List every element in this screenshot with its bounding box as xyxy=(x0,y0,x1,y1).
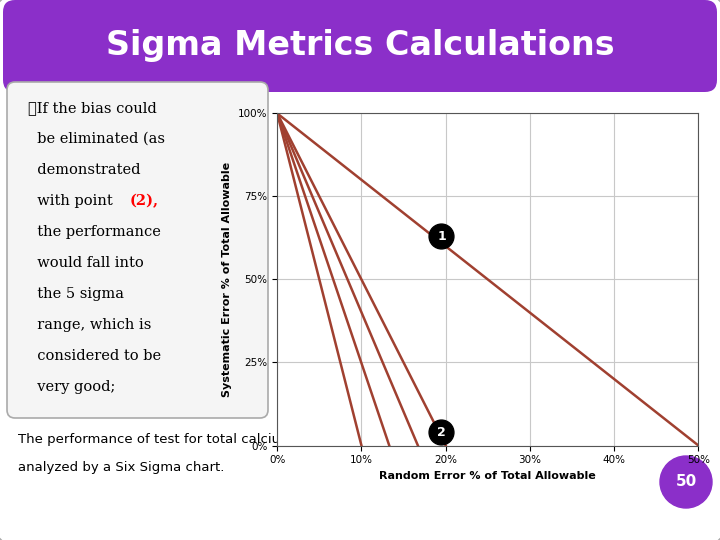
Text: (1): (1) xyxy=(330,434,351,447)
Text: analyzed by a Six Sigma chart.: analyzed by a Six Sigma chart. xyxy=(18,462,225,475)
Text: be eliminated (as: be eliminated (as xyxy=(28,132,165,146)
Text: range, which is: range, which is xyxy=(28,318,151,332)
Text: demonstrated: demonstrated xyxy=(28,163,140,177)
Text: the performance: the performance xyxy=(28,225,161,239)
FancyBboxPatch shape xyxy=(7,82,268,418)
Text: very good;: very good; xyxy=(28,380,115,394)
Text: Sigma Metrics Calculations: Sigma Metrics Calculations xyxy=(106,29,614,62)
Text: (2),: (2), xyxy=(130,194,159,208)
Y-axis label: Systematic Error % of Total Allowable: Systematic Error % of Total Allowable xyxy=(222,162,233,397)
X-axis label: Random Error % of Total Allowable: Random Error % of Total Allowable xyxy=(379,471,596,481)
Circle shape xyxy=(660,456,712,508)
Text: considered to be: considered to be xyxy=(28,349,161,363)
Point xyxy=(436,232,447,241)
Text: ❧If the bias could: ❧If the bias could xyxy=(28,101,157,115)
Text: with point: with point xyxy=(28,194,117,208)
Point xyxy=(436,428,447,436)
Text: systematic error as: systematic error as xyxy=(461,434,593,447)
Text: and without: and without xyxy=(351,434,439,447)
Text: the 5 sigma: the 5 sigma xyxy=(28,287,124,301)
Text: (2): (2) xyxy=(439,434,461,447)
Text: 2: 2 xyxy=(437,426,446,438)
Text: The performance of test for total calcium with: The performance of test for total calciu… xyxy=(18,434,330,447)
FancyBboxPatch shape xyxy=(3,0,717,92)
Text: would fall into: would fall into xyxy=(28,256,144,270)
Text: 50: 50 xyxy=(675,475,697,489)
Text: 1: 1 xyxy=(437,230,446,243)
